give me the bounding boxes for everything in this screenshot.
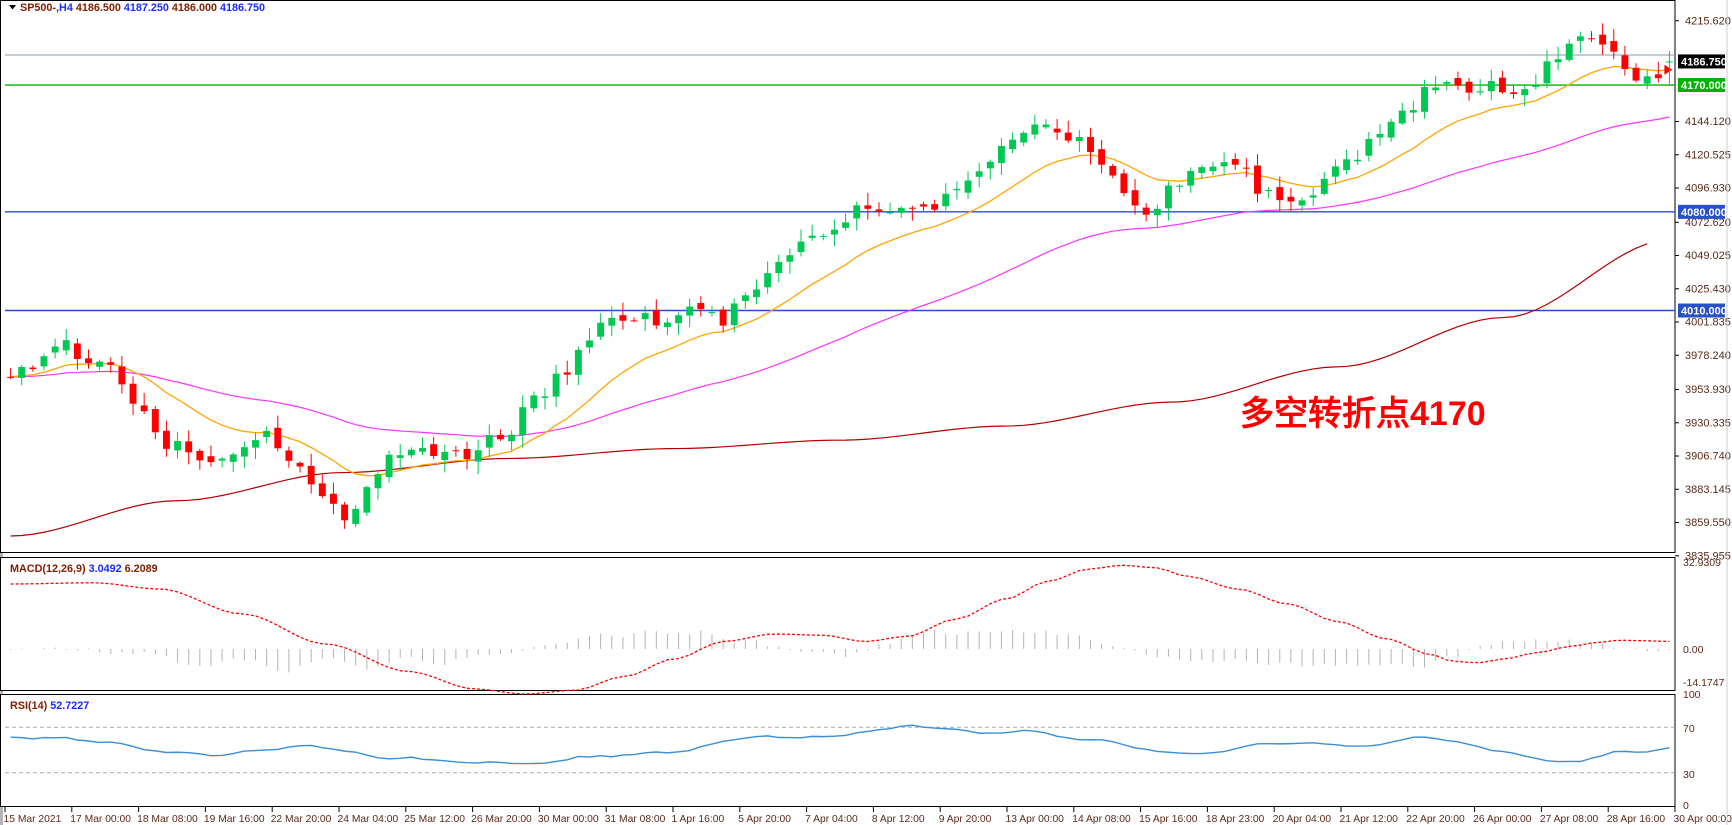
svg-text:30: 30 — [1683, 769, 1695, 781]
svg-text:28 Apr 16:00: 28 Apr 16:00 — [1607, 814, 1666, 825]
svg-text:14 Apr 08:00: 14 Apr 08:00 — [1072, 814, 1131, 825]
svg-text:SP500-,H4 4186.500 4187.250 4: SP500-,H4 4186.500 4187.250 4186.000 418… — [20, 2, 265, 14]
svg-text:4096.930: 4096.930 — [1685, 183, 1731, 195]
svg-text:3930.335: 3930.335 — [1685, 417, 1731, 429]
svg-text:RSI(14) 52.7227: RSI(14) 52.7227 — [10, 700, 89, 712]
svg-text:8 Apr 12:00: 8 Apr 12:00 — [872, 814, 925, 825]
svg-text:100: 100 — [1683, 689, 1701, 701]
svg-text:4080.000: 4080.000 — [1681, 207, 1727, 219]
svg-text:18 Mar 08:00: 18 Mar 08:00 — [137, 814, 198, 825]
svg-text:4144.120: 4144.120 — [1685, 116, 1731, 128]
svg-text:27 Apr 08:00: 27 Apr 08:00 — [1540, 814, 1599, 825]
svg-text:0.00: 0.00 — [1683, 644, 1704, 656]
svg-text:21 Apr 12:00: 21 Apr 12:00 — [1340, 814, 1399, 825]
svg-text:4170.000: 4170.000 — [1681, 80, 1727, 92]
svg-text:70: 70 — [1683, 723, 1695, 735]
svg-text:30 Apr 00:00: 30 Apr 00:00 — [1674, 814, 1732, 825]
svg-text:4120.525: 4120.525 — [1685, 149, 1731, 161]
svg-text:30 Mar 00:00: 30 Mar 00:00 — [538, 814, 599, 825]
svg-text:4215.620: 4215.620 — [1685, 15, 1731, 27]
svg-text:多空转折点4170: 多空转折点4170 — [1240, 395, 1486, 433]
svg-text:26 Apr 00:00: 26 Apr 00:00 — [1473, 814, 1532, 825]
svg-text:22 Mar 20:00: 22 Mar 20:00 — [271, 814, 332, 825]
svg-text:3978.240: 3978.240 — [1685, 350, 1731, 362]
svg-text:17 Mar 00:00: 17 Mar 00:00 — [70, 814, 131, 825]
svg-text:18 Apr 23:00: 18 Apr 23:00 — [1206, 814, 1265, 825]
svg-text:4186.750: 4186.750 — [1681, 56, 1727, 68]
svg-text:0: 0 — [1683, 800, 1689, 812]
svg-text:MACD(12,26,9) 3.0492 6.2089: MACD(12,26,9) 3.0492 6.2089 — [10, 563, 158, 575]
svg-text:3906.740: 3906.740 — [1685, 451, 1731, 463]
svg-text:9 Apr 20:00: 9 Apr 20:00 — [939, 814, 992, 825]
svg-text:20 Apr 04:00: 20 Apr 04:00 — [1273, 814, 1332, 825]
svg-text:5 Apr 20:00: 5 Apr 20:00 — [738, 814, 791, 825]
svg-text:32.9309: 32.9309 — [1683, 557, 1721, 569]
svg-text:7 Apr 04:00: 7 Apr 04:00 — [805, 814, 858, 825]
svg-text:4049.025: 4049.025 — [1685, 250, 1731, 262]
svg-text:25 Mar 12:00: 25 Mar 12:00 — [404, 814, 465, 825]
svg-text:13 Apr 00:00: 13 Apr 00:00 — [1006, 814, 1065, 825]
svg-text:3953.930: 3953.930 — [1685, 384, 1731, 396]
svg-text:3859.550: 3859.550 — [1685, 517, 1731, 529]
svg-text:4010.000: 4010.000 — [1681, 306, 1727, 318]
svg-text:3883.145: 3883.145 — [1685, 484, 1731, 496]
svg-text:26 Mar 20:00: 26 Mar 20:00 — [471, 814, 532, 825]
svg-text:15 Mar 2021: 15 Mar 2021 — [4, 814, 62, 825]
svg-text:4001.835: 4001.835 — [1685, 317, 1731, 329]
svg-text:-14.1747: -14.1747 — [1683, 677, 1725, 689]
svg-text:24 Mar 04:00: 24 Mar 04:00 — [338, 814, 399, 825]
svg-text:1 Apr 16:00: 1 Apr 16:00 — [672, 814, 725, 825]
svg-text:4025.430: 4025.430 — [1685, 283, 1731, 295]
svg-text:15 Apr 16:00: 15 Apr 16:00 — [1139, 814, 1198, 825]
svg-text:31 Mar 08:00: 31 Mar 08:00 — [605, 814, 666, 825]
svg-text:22 Apr 20:00: 22 Apr 20:00 — [1406, 814, 1465, 825]
svg-text:19 Mar 16:00: 19 Mar 16:00 — [204, 814, 265, 825]
